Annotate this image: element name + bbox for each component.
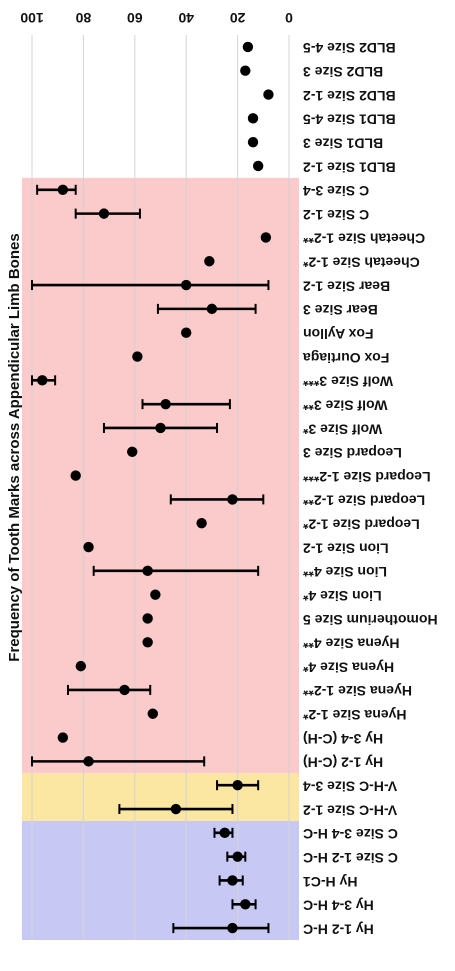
x-tick-label: 0 [285,10,293,26]
category-label: BLD1 Size 1-2 [303,159,396,175]
data-point [252,160,264,172]
x-tick-label: 80 [75,10,91,26]
data-point [206,303,218,315]
category-label: Wolf Size 3* [302,421,382,437]
category-label: BLD2 Size 3 [303,64,383,80]
category-label: Fox Ourtiaga [303,350,390,366]
category-label: Hy 3-4 H-C [303,898,374,914]
category-label: BLD1 Size 3 [303,135,383,151]
data-point [127,446,138,457]
category-label: C Size 3-4 H-C [303,826,398,842]
category-bands [22,177,299,940]
data-point [57,732,69,743]
band-yellow [22,773,299,821]
category-label: Leopard Size 1-2** [302,493,425,509]
x-tick-label: 100 [20,10,44,26]
category-label: BLD2 Size 4-5 [303,40,396,56]
data-point [196,518,207,529]
data-point [242,41,254,53]
category-label: Fox Ayllon [303,326,374,342]
category-label: Bear Size 1-2 [303,278,390,294]
category-label: BLD1 Size 4-5 [303,112,396,128]
data-point [132,351,143,362]
category-label: C Size 1-2 H-C [303,850,398,866]
data-point [37,375,48,386]
x-tick-label: 40 [178,10,194,26]
data-point [75,660,87,672]
data-point [155,422,166,434]
data-point [160,398,171,410]
data-point [219,827,230,839]
data-points [37,41,274,934]
data-point [247,136,259,148]
data-point [170,803,182,815]
data-point [142,565,153,577]
category-labels: Hy 1-2 H-C Hy 3-4 H-C Hy H-C1 C Size 1-2 H-… [302,40,437,937]
category-label: C Size 3-4 [303,183,369,199]
band-blue [22,820,299,940]
data-point [142,637,153,648]
category-label: Hyena Size 4** [302,636,399,652]
category-label: Hyena Size 1-2* [302,707,406,723]
data-point [260,232,272,243]
data-point [204,256,215,267]
band-red [22,177,299,774]
data-point [83,541,94,553]
data-point [150,589,161,600]
category-label: Hyena Size 1-2** [302,683,411,699]
data-point [227,875,238,886]
data-point [57,184,69,196]
category-label: Leopard Size 3 [303,445,402,461]
data-point [247,113,259,124]
category-label: Cheetah Size 1-2* [302,255,419,271]
category-label: Cheetah Size 1-2** [302,231,425,247]
category-label: Homotherium Size 5 [303,612,438,628]
category-label: Wolf Size 3*** [302,374,393,390]
category-label: Hyena Size 4* [302,659,394,675]
data-point [263,89,274,100]
data-point [119,684,130,696]
data-point [232,779,243,791]
data-point [142,613,153,624]
category-label: Lion Size 1-2 [303,540,389,556]
data-point [181,327,192,338]
category-label: Bear Size 3 [303,302,378,318]
category-label: Hy 3-4 (C-H) [303,731,383,747]
data-point [227,494,238,505]
data-point [181,279,192,291]
chart-title: Frequency of Tooth Marks across Appendic… [6,233,23,661]
category-label: C Size 1-2 [303,207,369,223]
chart-title-group: Frequency of Tooth Marks across Appendic… [6,233,23,661]
data-point [147,708,158,719]
category-label: Hy H-C1 [303,874,358,890]
category-label: Leopard Size 1-2* [302,517,419,533]
data-point [240,65,251,76]
category-label: Lion Size 4** [302,564,387,580]
category-label: BLD2 Size 1-2 [303,88,396,104]
category-label: V-H-C Size 1-2 [303,802,397,818]
x-tick-label: 20 [230,10,246,26]
category-label: Wolf Size 3** [302,397,387,413]
data-point [70,470,81,481]
category-label: Leopard Size 1-2*** [302,469,430,485]
x-tick-label: 60 [127,10,143,26]
category-label: V-H-C Size 3-4 [303,778,397,794]
category-label: Lion Size 4* [302,588,381,604]
x-tick-labels: 0 20 40 60 80 100 [20,10,293,26]
data-point [240,899,251,910]
data-point [98,208,110,219]
category-label: Hy 1-2 H-C [303,921,374,937]
category-label: Hy 1-2 (C-H) [303,755,383,771]
data-point [232,851,243,862]
data-point [83,756,94,767]
data-point [227,922,238,934]
